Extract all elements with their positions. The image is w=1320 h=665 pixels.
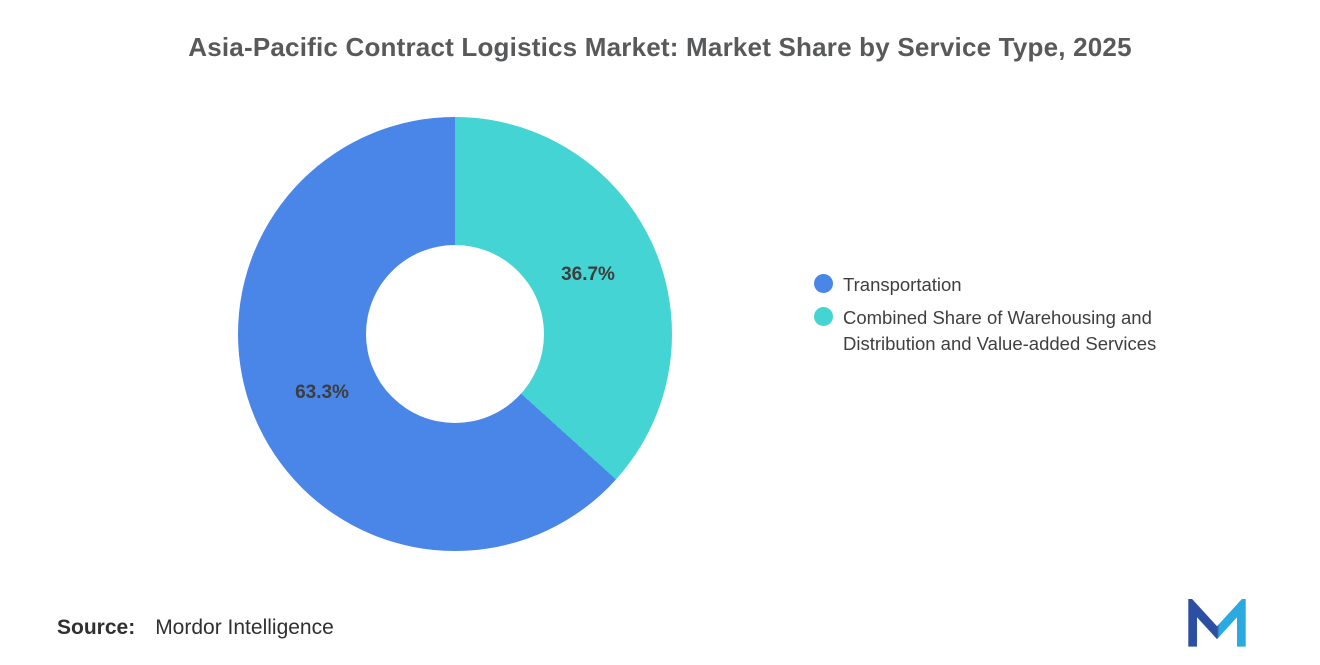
slice-label-transportation: 63.3% <box>295 382 349 403</box>
legend-label-warehousing: Combined Share of Warehousing and Distri… <box>843 307 1157 354</box>
legend-item-transportation: Transportation <box>814 272 1234 298</box>
donut-hole <box>366 245 544 423</box>
slice-label-warehousing: 36.7% <box>561 264 615 285</box>
donut-chart: 63.3% 36.7% <box>238 117 672 551</box>
mordor-intelligence-logo <box>1188 599 1246 647</box>
legend-swatch-1 <box>814 307 833 326</box>
source-value: Mordor Intelligence <box>155 616 334 639</box>
source-label: Source: <box>57 616 136 639</box>
legend-label-transportation: Transportation <box>843 274 962 295</box>
source-row: Source: Mordor Intelligence <box>57 616 334 640</box>
legend: Transportation Combined Share of Warehou… <box>814 272 1234 357</box>
legend-swatch-0 <box>814 274 833 293</box>
chart-title: Asia-Pacific Contract Logistics Market: … <box>188 32 1132 62</box>
legend-item-warehousing: Combined Share of Warehousing and Distri… <box>814 305 1234 357</box>
